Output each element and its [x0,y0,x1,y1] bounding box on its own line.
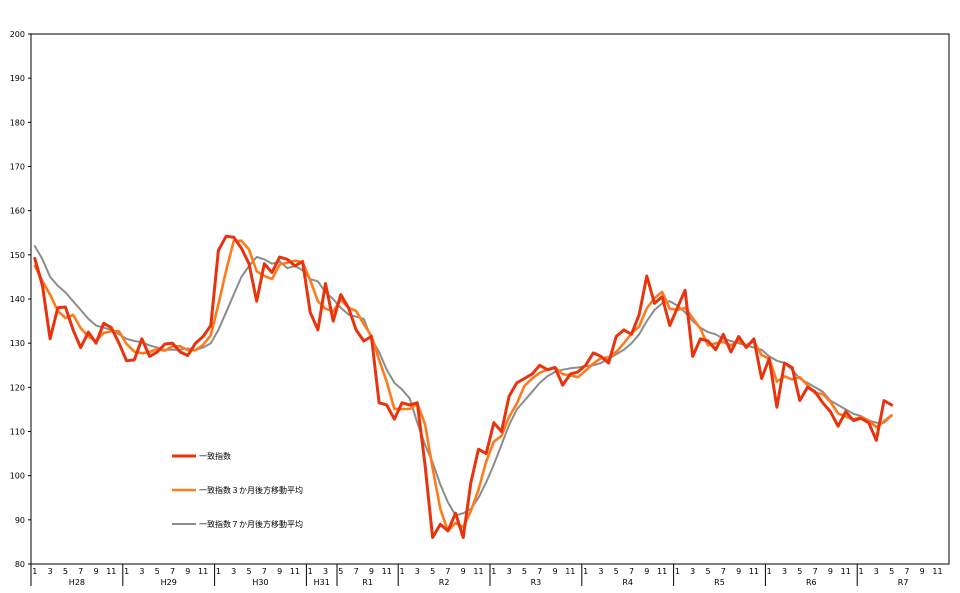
x-tick-label: 3 [874,567,879,576]
x-tick-label: 1 [858,567,863,576]
y-tick-label: 140 [10,295,25,304]
y-tick-label: 80 [15,560,25,569]
x-tick-label: 7 [78,567,83,576]
x-tick-label: 3 [48,567,53,576]
era-label: H30 [252,578,268,587]
series-lines [33,234,894,539]
era-label: H31 [314,578,330,587]
x-tick-label: 1 [583,567,588,576]
x-tick-label: 11 [198,567,208,576]
plot-area [30,33,950,565]
plot-border [30,33,950,565]
series-line-2 [33,239,893,533]
legend-label-3: 一致指数７か月後方移動平均 [199,519,303,529]
x-tick-label: 3 [415,567,420,576]
era-label: R7 [898,578,909,587]
era-label: R1 [362,578,373,587]
x-tick-label: 5 [338,567,343,576]
x-tick-label: 11 [657,567,667,576]
x-tick-label: 1 [767,567,772,576]
x-tick-label: 7 [721,567,726,576]
series-line-1 [33,234,894,539]
y-tick-label: 100 [10,472,25,481]
y-tick-label: 170 [10,163,25,172]
y-tick-label: 160 [10,207,25,216]
x-tick-label: 5 [522,567,527,576]
x-tick-label: 7 [537,567,542,576]
x-tick-label: 5 [63,567,68,576]
x-tick-label: 1 [675,567,680,576]
x-tick-label: 9 [277,567,282,576]
x-tick-label: 9 [552,567,557,576]
x-tick-label: 9 [920,567,925,576]
era-label: R2 [439,578,450,587]
x-tick-label: 7 [354,567,359,576]
x-tick-label: 5 [430,567,435,576]
y-tick-label: 120 [10,383,25,392]
x-tick-label: 11 [106,567,116,576]
x-tick-label: 11 [382,567,392,576]
x-tick-label: 7 [170,567,175,576]
x-tick-label: 7 [629,567,634,576]
x-tick-label: 1 [216,567,221,576]
x-tick-label: 3 [782,567,787,576]
x-tick-label: 11 [473,567,483,576]
x-tick-label: 3 [690,567,695,576]
x-tick-label: 5 [797,567,802,576]
era-label: R4 [622,578,633,587]
y-tick-label: 150 [10,251,25,260]
x-tick-label: 5 [705,567,710,576]
x-tick-label: 3 [598,567,603,576]
x-tick-label: 9 [644,567,649,576]
x-axis: 1 3 5 7 9 11 1 3 5 7 9 11 1 3 5 7 9 11 1 3 5 7 9 11 1 3 5 7 9 11 1 3 5 7 9… [30,564,943,587]
y-tick-label: 200 [10,30,25,39]
x-tick-label: 7 [262,567,267,576]
x-tick-label: 9 [369,567,374,576]
x-tick-label: 5 [889,567,894,576]
x-tick-label: 3 [231,567,236,576]
x-tick-label: 9 [93,567,98,576]
x-tick-label: 7 [904,567,909,576]
era-label: R3 [531,578,542,587]
y-tick-label: 130 [10,339,25,348]
x-tick-label: 7 [813,567,818,576]
x-tick-label: 1 [32,567,37,576]
x-tick-label: 9 [736,567,741,576]
x-tick-label: 1 [124,567,129,576]
y-tick-label: 90 [15,516,25,525]
x-tick-label: 1 [399,567,404,576]
x-tick-label: 9 [185,567,190,576]
y-axis: 80 90 100 110 120 130 140 150 160 170 180 190 200 [10,30,31,569]
x-tick-label: 5 [246,567,251,576]
y-tick-label: 180 [10,118,25,127]
era-label: H29 [161,578,177,587]
x-tick-label: 9 [461,567,466,576]
x-tick-label: 5 [614,567,619,576]
x-tick-label: 3 [139,567,144,576]
series-line-3 [33,245,893,517]
era-label: H28 [69,578,85,587]
x-tick-label: 1 [308,567,313,576]
legend-label-2: 一致指数３か月後方移動平均 [199,485,303,495]
x-tick-label: 7 [445,567,450,576]
y-tick-label: 110 [10,428,25,437]
x-tick-label: 11 [932,567,942,576]
x-tick-label: 3 [507,567,512,576]
x-tick-label: 9 [828,567,833,576]
x-tick-label: 3 [323,567,328,576]
x-tick-label: 11 [841,567,851,576]
x-tick-label: 5 [155,567,160,576]
y-tick-label: 190 [10,74,25,83]
x-tick-label: 11 [749,567,759,576]
x-tick-label: 1 [491,567,496,576]
era-label: R5 [714,578,725,587]
x-tick-label: 11 [290,567,300,576]
era-label: R6 [806,578,817,587]
legend-label-1: 一致指数 [199,451,231,461]
x-tick-label: 11 [565,567,575,576]
